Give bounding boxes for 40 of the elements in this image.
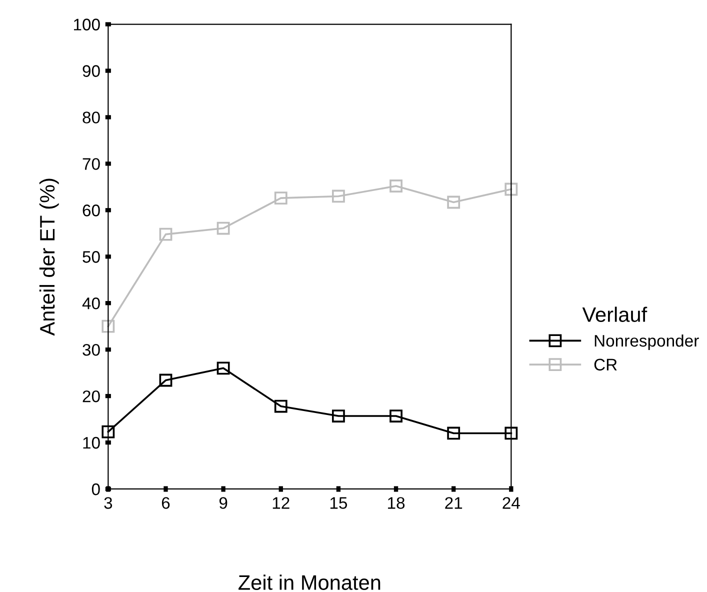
x-tick-label: 18 (388, 497, 405, 509)
legend-title: Verlauf (582, 306, 648, 322)
x-tick-label: 24 (502, 497, 520, 509)
point (447, 196, 460, 209)
y-tick-label: 60 (82, 204, 100, 216)
legend-label: CR (594, 358, 617, 371)
y-tick-label: 10 (83, 436, 100, 449)
y-axis-title: Anteil der ET (%) (39, 178, 59, 336)
y-tick-label: 50 (82, 251, 100, 263)
legend-label: Nonresponder (594, 334, 699, 350)
point (390, 180, 402, 192)
point (332, 190, 345, 203)
y-tick-label: 40 (82, 298, 100, 310)
x-tick-label: 12 (272, 497, 290, 509)
y-tick-label: 90 (82, 65, 100, 77)
point (159, 228, 172, 241)
point (102, 425, 115, 438)
y-tick-label: 70 (82, 158, 100, 170)
y-tick-label: 100 (74, 18, 100, 30)
point (504, 426, 518, 440)
point (390, 410, 402, 422)
y-tick-label: 80 (82, 112, 100, 124)
x-tick-label: 6 (162, 497, 170, 509)
x-tick-label: 21 (445, 497, 462, 509)
point (504, 182, 518, 196)
y-tick-label: 30 (82, 344, 100, 356)
x-tick-label: 9 (219, 497, 228, 509)
point (332, 410, 345, 422)
point (274, 192, 288, 205)
y-tick-label: 20 (82, 390, 100, 402)
point (216, 222, 230, 235)
point (216, 362, 230, 375)
x-tick-label: 3 (104, 497, 112, 509)
point (102, 320, 115, 333)
x-tick-label: 15 (330, 497, 348, 509)
point (447, 426, 460, 440)
x-axis-title: Zeit in Monaten (238, 574, 380, 590)
y-tick-label: 0 (92, 483, 100, 496)
point (159, 374, 172, 387)
point (274, 400, 288, 413)
